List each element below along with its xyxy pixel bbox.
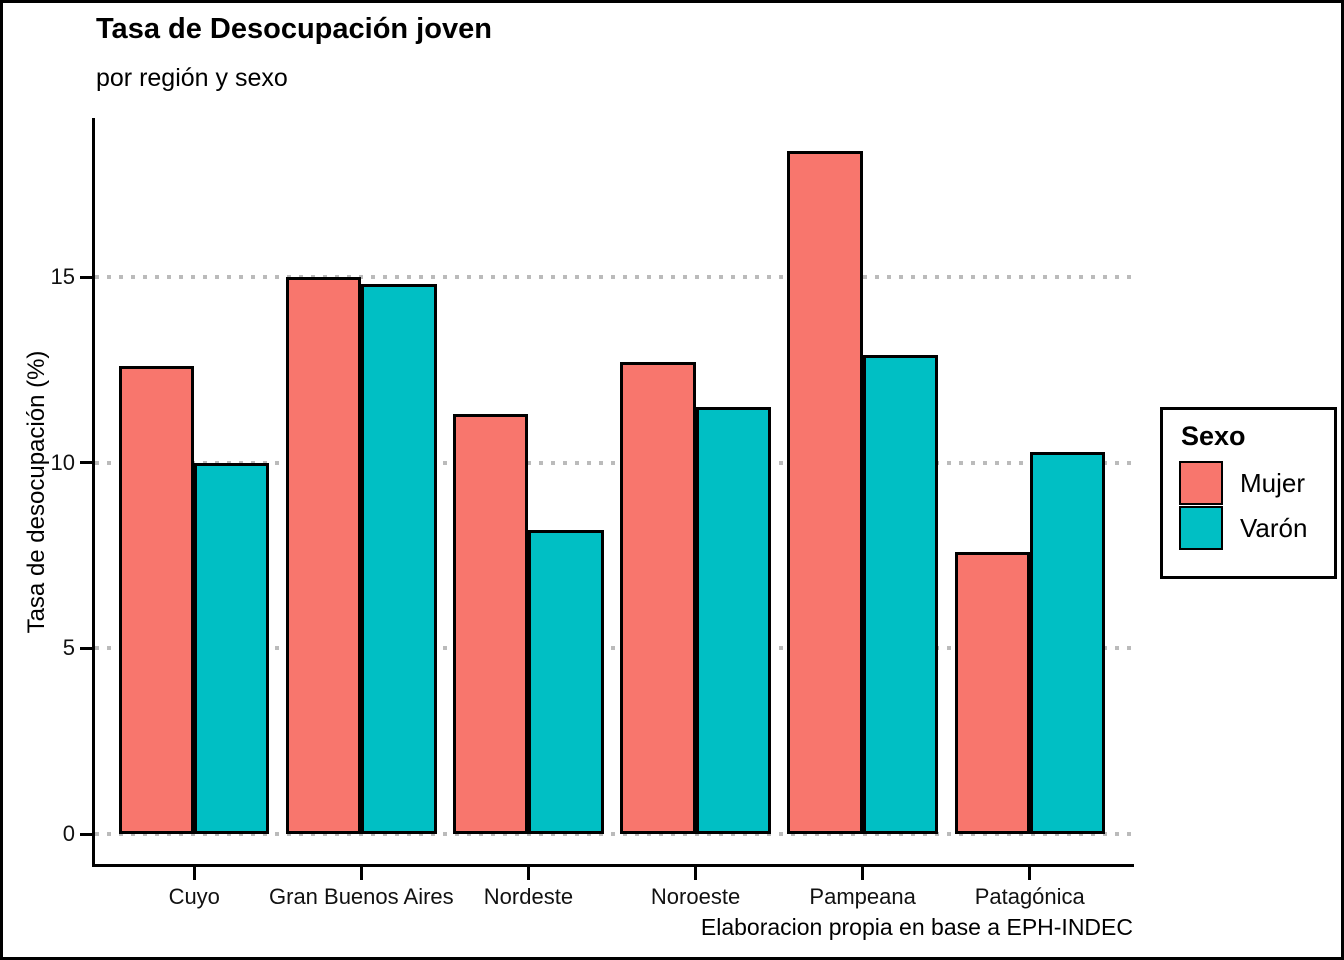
bar-Noroeste-Mujer	[620, 362, 696, 834]
legend-label-Varón: Varón	[1240, 512, 1308, 543]
legend-item-Mujer: Mujer	[1179, 461, 1334, 505]
y-tick-mark-5	[80, 646, 93, 650]
y-tick-label-0: 0	[62, 821, 75, 846]
gridline-0	[95, 832, 1132, 836]
x-tick-label-Patagónica: Patagónica	[974, 884, 1085, 909]
legend-title: Sexo	[1181, 421, 1246, 451]
gridline-15	[95, 275, 1132, 280]
bar-Gran Buenos Aires-Mujer	[286, 277, 362, 834]
chart-subtitle: por región y sexo	[96, 64, 288, 92]
y-axis-line	[92, 118, 95, 867]
legend-swatch-Varón	[1179, 506, 1223, 550]
bar-Nordeste-Mujer	[453, 414, 529, 834]
bar-Patagónica-Mujer	[954, 551, 1030, 834]
chart-caption: Elaboracion propia en base a EPH-INDEC	[700, 914, 1133, 940]
x-tick-mark-Patagónica	[1028, 867, 1032, 880]
legend-swatch-Mujer	[1179, 461, 1223, 505]
chart-title: Tasa de Desocupación joven	[96, 13, 492, 45]
x-axis-line	[92, 864, 1134, 867]
x-tick-mark-Cuyo	[192, 867, 196, 880]
bar-Pampeana-Mujer	[787, 150, 863, 834]
y-tick-label-10: 10	[50, 449, 75, 475]
y-tick-mark-10	[80, 461, 93, 465]
bar-Cuyo-Varón	[194, 462, 270, 834]
x-tick-label-Gran Buenos Aires: Gran Buenos Aires	[269, 884, 454, 909]
x-tick-label-Pampeana: Pampeana	[809, 884, 916, 909]
y-tick-label-5: 5	[62, 635, 75, 661]
bar-Pampeana-Varón	[862, 355, 938, 834]
bar-Gran Buenos Aires-Varón	[361, 284, 437, 834]
x-tick-mark-Pampeana	[861, 867, 865, 880]
y-axis-title: Tasa de desocupación (%)	[23, 350, 50, 634]
legend-items: Mujer Varón	[1179, 461, 1334, 550]
legend-box: Sexo Mujer Varón	[1160, 407, 1337, 579]
y-tick-label-15: 15	[50, 264, 75, 290]
bar-Patagónica-Varón	[1029, 451, 1105, 834]
x-tick-mark-Nordeste	[526, 867, 530, 880]
x-tick-label-Noroeste: Noroeste	[650, 884, 741, 909]
gridline-10	[95, 460, 1132, 465]
x-tick-label-Cuyo: Cuyo	[168, 884, 220, 909]
x-tick-label-Nordeste: Nordeste	[483, 884, 574, 909]
legend-item-Varón: Varón	[1179, 506, 1334, 550]
bar-Cuyo-Mujer	[119, 366, 195, 834]
x-tick-mark-Gran Buenos Aires	[359, 867, 363, 880]
legend-label-Mujer: Mujer	[1240, 467, 1306, 498]
y-tick-mark-0	[80, 832, 93, 836]
x-tick-mark-Noroeste	[694, 867, 698, 880]
gridline-5	[95, 646, 1132, 651]
bar-Nordeste-Varón	[528, 529, 604, 834]
y-tick-mark-15	[80, 275, 93, 279]
bar-Noroeste-Varón	[695, 407, 771, 834]
